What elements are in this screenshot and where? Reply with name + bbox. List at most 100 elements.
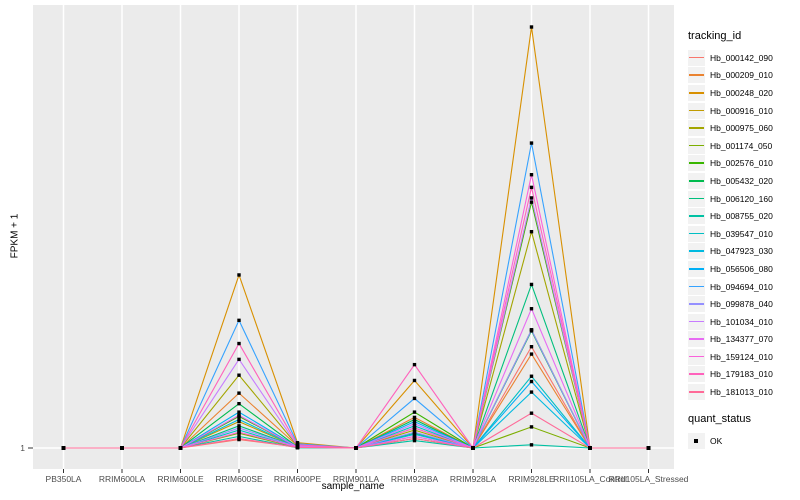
data-point [529, 352, 534, 356]
data-point [529, 141, 534, 145]
data-point [412, 362, 417, 367]
legend-key-line [689, 91, 704, 94]
x-tick-label: RRII105LA_Stressed [609, 474, 689, 484]
data-point [529, 374, 534, 378]
legend-key-line [689, 355, 704, 358]
legend-item-Hb_159124_010: Hb_159124_010 [688, 348, 798, 366]
legend-item-label: Hb_181013_010 [710, 387, 773, 398]
data-point [120, 446, 124, 450]
data-point [529, 282, 534, 287]
data-point [237, 424, 241, 428]
legend-item-Hb_179183_010: Hb_179183_010 [688, 366, 798, 384]
data-point [529, 411, 534, 415]
legend-key-swatch [688, 67, 705, 84]
data-point [412, 436, 417, 441]
legend-item-Hb_006120_160: Hb_006120_160 [688, 190, 798, 208]
data-point [412, 426, 417, 430]
legend-key-line [689, 109, 704, 112]
legend-title-tracking-id: tracking_id [688, 30, 742, 42]
legend-item-Hb_094694_010: Hb_094694_010 [688, 278, 798, 296]
legend-item-Hb_101034_010: Hb_101034_010 [688, 313, 798, 331]
legend-item-Hb_039547_010: Hb_039547_010 [688, 225, 798, 243]
legend-item-label: Hb_159124_010 [710, 351, 773, 362]
legend-key-line [689, 338, 704, 340]
legend-key-swatch [688, 120, 705, 137]
legend-item-quant-OK: OK [688, 432, 798, 450]
legend-item-Hb_000916_010: Hb_000916_010 [688, 102, 798, 120]
x-tick-label: RRIM600PE [274, 474, 322, 484]
x-tick-label: RRIM600LE [157, 474, 204, 484]
legend-key-swatch [688, 278, 705, 295]
data-point [529, 229, 534, 234]
data-point [412, 438, 417, 443]
data-point [529, 328, 534, 332]
legend-key-swatch [688, 225, 705, 242]
legend-item-label: Hb_005432_020 [710, 175, 773, 186]
legend-item-label: Hb_101034_010 [710, 316, 773, 327]
legend-item-Hb_001174_050: Hb_001174_050 [688, 137, 798, 155]
legend-key-line [689, 267, 704, 270]
legend-item-label: Hb_000916_010 [710, 105, 773, 116]
legend-item-Hb_005432_020: Hb_005432_020 [688, 172, 798, 190]
data-point [237, 401, 241, 406]
legend-item-label: Hb_000248_020 [710, 87, 773, 98]
data-point [529, 307, 534, 311]
data-point [412, 417, 417, 422]
legend-item-Hb_056506_080: Hb_056506_080 [688, 260, 798, 278]
data-point [529, 25, 534, 29]
legend-item-label: Hb_039547_010 [710, 228, 773, 239]
legend-item-label: OK [710, 435, 723, 446]
legend-item-Hb_000248_020: Hb_000248_020 [688, 84, 798, 102]
x-tick-label: RRIM600SE [215, 474, 263, 484]
legend-key-swatch [688, 84, 705, 101]
legend-item-Hb_002576_010: Hb_002576_010 [688, 155, 798, 173]
legend-key-swatch [688, 208, 705, 225]
legend-key-line [689, 197, 704, 200]
legend-title-quant-status: quant_status [688, 412, 751, 425]
data-point [61, 446, 66, 450]
data-point [237, 273, 241, 277]
data-point [237, 391, 241, 395]
legend-key-line [689, 162, 704, 164]
legend-key-line [689, 320, 704, 323]
data-point [412, 434, 417, 439]
legend-key-line [689, 285, 704, 288]
data-point [412, 430, 417, 434]
data-point [412, 415, 417, 420]
legend-item-label: Hb_006120_160 [710, 193, 773, 204]
x-tick-label: PB350LA [46, 474, 82, 484]
legend-key-swatch [688, 172, 705, 189]
legend-key-swatch [688, 260, 705, 277]
data-point [237, 357, 241, 362]
legend-quant-block: quant_status OK [688, 413, 798, 450]
legend-item-label: Hb_056506_080 [710, 263, 773, 274]
legend-item-Hb_099878_040: Hb_099878_040 [688, 295, 798, 313]
legend-key-swatch [688, 313, 705, 330]
legend-item-Hb_134377_070: Hb_134377_070 [688, 331, 798, 349]
data-point [412, 422, 417, 426]
legend-key-swatch [688, 190, 705, 207]
legend-item-label: Hb_047923_030 [710, 246, 773, 257]
legend-item-label: Hb_099878_040 [710, 299, 773, 310]
legend-item-label: Hb_134377_070 [710, 334, 773, 345]
data-point [412, 410, 417, 414]
legend-item-label: Hb_001174_050 [710, 140, 773, 151]
data-point [529, 173, 534, 177]
legend-key-line [689, 250, 704, 252]
data-point [412, 424, 417, 428]
legend-item-Hb_000142_090: Hb_000142_090 [688, 49, 798, 67]
data-point [412, 428, 417, 432]
data-point [237, 417, 241, 422]
legend-quant-item-list: OK [688, 432, 798, 450]
x-tick-label: RRIM928LE [508, 474, 555, 484]
x-tick-label: RRIM600LA [99, 474, 146, 484]
data-point [412, 378, 417, 383]
legend-key-line [689, 303, 704, 305]
data-point [646, 446, 651, 450]
legend-key-swatch [688, 331, 705, 348]
legend-item-label: Hb_094694_010 [710, 281, 773, 292]
legend-key-line [689, 127, 704, 129]
legend-item-Hb_000209_010: Hb_000209_010 [688, 67, 798, 85]
